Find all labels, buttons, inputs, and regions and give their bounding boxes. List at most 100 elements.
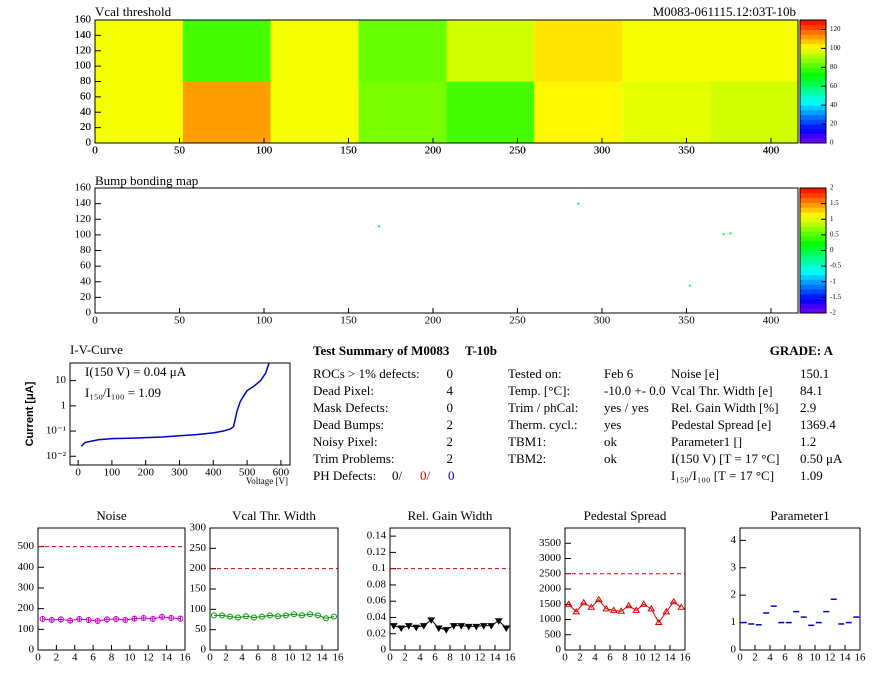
marker [315,612,321,619]
y-tick-label: 100 [18,623,35,635]
series-line [42,616,181,622]
frame [389,527,511,651]
summary-label: Dead Pixel: [313,383,374,398]
summary-value: yes [604,417,621,432]
y-tick-label: 120 [75,44,92,56]
colorbar-swatch [800,53,826,59]
y-tick-label: 100 [75,60,92,72]
x-tick-label: 16 [855,652,867,664]
bump-point [729,232,732,235]
x-tick-label: 12 [475,652,486,664]
x-tick-label: 350 [678,145,695,157]
y-tick-label: 0.08 [367,578,387,590]
summary-label: Dead Bumps: [313,417,384,432]
colorbar-label: 1 [830,215,834,223]
x-tick-label: 10 [635,652,647,664]
heatmap-cell [358,20,447,82]
y-tick-label: 0.02 [367,627,386,639]
colorbar-swatch [800,279,826,285]
x-tick-label: 100 [104,467,121,479]
colorbar-swatch [800,76,826,82]
x-tick-label: 200 [425,145,442,157]
y-tick-label: 80 [80,75,92,87]
marker [442,627,451,634]
marker [669,597,678,605]
marker [168,614,175,621]
colorbar-swatch [800,221,826,227]
marker [624,601,633,609]
chart-title: Noise [96,508,127,523]
colorbar-swatch [800,34,826,40]
marker [48,617,55,624]
summary-label: PH Defects: [313,468,376,483]
marker [131,615,138,622]
y-tick-label: 120 [75,44,92,56]
y-tick-label: 0.14 [367,530,387,542]
y-tick-label: 300 [18,581,35,593]
y-tick-label: 2 [731,589,737,601]
summary-value: 0/ [420,468,431,483]
y-tick-label: 100 [190,603,207,615]
x-tick-label: 2 [752,652,758,664]
marker [479,623,488,630]
heatmap-cell [534,81,623,143]
colorbar-swatch [800,264,826,271]
x-tick-label: 100 [256,145,273,157]
summary-label: Parameter1 [] [671,434,742,449]
y-tick-label: 500 [18,540,35,552]
marker [140,614,147,621]
annotation: I₁₅₀/I₁₀₀ = 1.09 [85,385,161,400]
annotation: I(150 V) = 0.04 μA [85,364,187,379]
x-tick-label: 8 [109,652,115,664]
y-tick-label: 100 [75,60,92,72]
x-tick-label: 400 [205,467,222,479]
x-tick-label: 0 [92,145,98,157]
y-tick-label: 200 [18,602,35,614]
summary-label: Therm. cycl.: [508,417,578,432]
colorbar-label: -2 [830,309,836,317]
marker [464,623,473,631]
x-tick-label: 12 [301,652,312,664]
marker [412,624,421,632]
marker [307,611,313,618]
series-line [393,619,507,631]
colorbar-label: 60 [830,82,838,90]
colorbar-swatch [800,109,826,116]
summary-value: ok [604,434,618,449]
summary-label: Pedestal Spread [e] [671,417,771,432]
heatmap-cell [95,81,183,143]
marker [39,615,46,622]
colorbar-swatch [800,288,826,295]
colorbar-swatch [800,100,826,106]
x-tick-label: 14 [161,652,173,664]
marker [662,607,671,615]
x-tick-label: 0 [207,652,213,664]
x-tick-label: 4 [592,652,598,664]
colorbar-swatch [800,72,826,78]
x-tick-label: 12 [825,652,836,664]
summary-value: 2 [447,417,454,432]
summary-label: Tested on: [508,366,562,381]
marker [113,615,120,622]
frame [69,362,291,466]
marker [67,617,74,624]
marker [579,598,588,606]
summary-value: 1.2 [800,434,816,449]
colorbar-label: 40 [830,101,838,109]
colorbar-swatch [800,197,826,203]
colorbar-swatch [800,284,826,290]
y-tick-label: 10⁻¹ [46,425,66,437]
x-tick-label: 50 [174,145,186,157]
x-tick-label: 200 [137,467,154,479]
y-tick-label: 140 [75,197,92,209]
x-tick-label: 12 [143,652,154,664]
colorbar-swatch [800,86,826,92]
x-tick-label: 10 [460,652,472,664]
marker [219,612,225,619]
y-tick-label: 0 [731,644,737,656]
x-tick-label: 2 [223,652,229,664]
marker [243,613,249,620]
summary-label: I₁₅₀/I₁₀₀ [T = 17 °C] [671,468,774,483]
x-tick-label: 250 [509,145,526,157]
y-tick-label: 3500 [539,537,562,549]
